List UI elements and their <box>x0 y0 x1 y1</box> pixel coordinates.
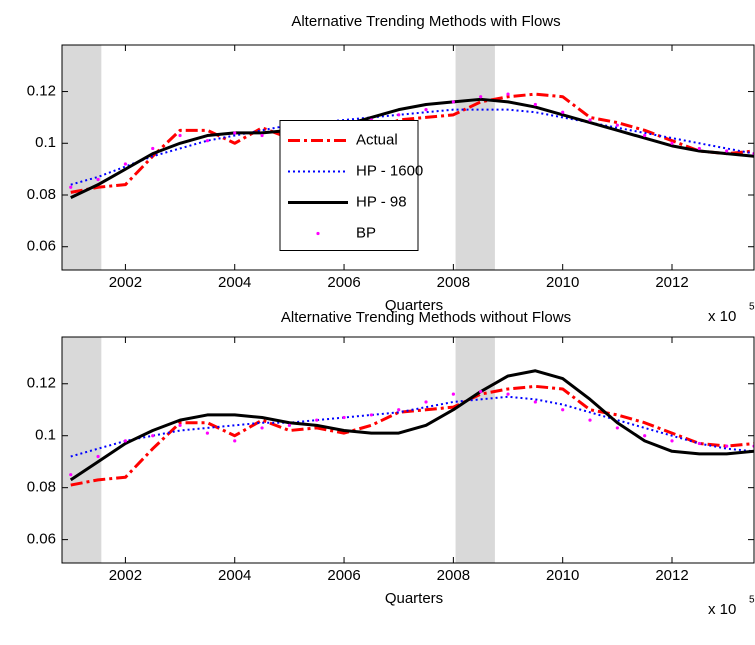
y-tick-label: 0.1 <box>35 134 56 151</box>
bp-point <box>260 426 264 430</box>
series-line <box>70 384 754 487</box>
bp-point <box>69 185 73 189</box>
bp-point <box>205 431 209 435</box>
subplot: 2002 2004 2006 2008 2010 2012 0.06 0.08 0.1 0.12 A… <box>27 309 755 618</box>
x-tick-label: 2004 <box>218 567 251 584</box>
bp-point <box>424 108 428 112</box>
x-tick-label: 2004 <box>218 274 251 291</box>
x-axis-label: Quarters <box>385 590 443 607</box>
bp-point <box>643 133 647 138</box>
x-exponent: 5 <box>749 302 755 313</box>
bp-point <box>342 415 346 420</box>
subplot: 2002 2004 2006 2008 2010 2012 0.06 0.08 0.1 0.12 A… <box>27 13 755 325</box>
bp-point <box>451 100 455 104</box>
bp-point <box>615 426 619 430</box>
chart-title: Alternative Trending Methods with Flows <box>291 13 560 30</box>
x-tick-label: 2006 <box>327 274 360 291</box>
x-multiplier: x 10 <box>708 308 736 325</box>
bp-point <box>233 439 237 443</box>
bp-point <box>96 454 100 459</box>
bp-point <box>533 102 537 107</box>
bp-point <box>151 146 155 151</box>
x-tick-label: 2008 <box>437 274 470 291</box>
shaded-band <box>455 45 495 270</box>
bp-point <box>451 392 455 396</box>
bp-point <box>178 133 182 138</box>
bp-point <box>123 439 128 443</box>
bp-point <box>588 418 592 422</box>
shaded-band <box>62 337 102 563</box>
plot-area <box>62 337 754 563</box>
bp-point <box>615 123 619 127</box>
bp-point <box>725 444 729 448</box>
legend-label: HP - 1600 <box>356 162 423 179</box>
bp-point <box>123 162 128 166</box>
bp-point <box>151 434 155 438</box>
bp-point <box>670 439 674 443</box>
series-line <box>70 108 754 186</box>
bp-point <box>643 434 647 438</box>
series-line <box>69 369 754 482</box>
bp-point <box>697 441 701 446</box>
x-tick-label: 2012 <box>655 567 688 584</box>
legend-marker <box>316 231 320 236</box>
y-tick-label: 0.1 <box>35 427 56 444</box>
y-tick-label: 0.08 <box>27 479 56 496</box>
bp-point <box>506 392 510 396</box>
series-line <box>70 97 754 199</box>
bp-point <box>506 92 510 96</box>
bp-point <box>397 408 401 412</box>
bp-point <box>479 389 483 394</box>
x-axis-label: Quarters <box>385 297 443 314</box>
axes-box <box>61 336 755 564</box>
bp-point <box>697 146 701 151</box>
bp-point <box>397 113 401 117</box>
bp-point <box>205 139 209 143</box>
y-tick-label: 0.12 <box>27 375 56 392</box>
bp-point <box>287 423 291 427</box>
bp-point <box>233 131 237 135</box>
series-line <box>70 395 754 458</box>
bp-point <box>315 418 319 422</box>
y-tick-label: 0.06 <box>27 531 56 548</box>
legend-box <box>279 120 419 251</box>
shaded-band <box>455 337 495 563</box>
x-tick-label: 2008 <box>437 567 470 584</box>
bp-point <box>561 110 565 114</box>
y-tick-label: 0.06 <box>27 238 56 255</box>
x-tick-label: 2010 <box>546 274 579 291</box>
plot-area <box>62 45 754 270</box>
x-multiplier: x 10 <box>708 601 736 618</box>
chart-title: Alternative Trending Methods without Flo… <box>281 309 571 326</box>
bp-point <box>424 400 428 404</box>
axes-box <box>61 44 755 271</box>
bp-point <box>369 413 373 417</box>
bp-point <box>725 149 729 153</box>
x-exponent: 5 <box>749 595 755 606</box>
shaded-band <box>62 45 102 270</box>
bp-point <box>561 408 565 412</box>
bp-point <box>178 423 182 427</box>
bp-point <box>260 133 264 138</box>
x-tick-label: 2012 <box>655 274 688 291</box>
x-tick-label: 2002 <box>109 567 142 584</box>
bp-point <box>588 118 592 122</box>
x-tick-label: 2010 <box>546 567 579 584</box>
legend-label: BP <box>356 224 376 241</box>
series-line <box>70 92 754 194</box>
bp-point <box>96 177 100 182</box>
y-tick-label: 0.12 <box>27 83 56 100</box>
legend-label: Actual <box>356 131 398 148</box>
x-tick-label: 2006 <box>327 567 360 584</box>
bp-point <box>533 400 537 404</box>
x-tick-label: 2002 <box>109 274 142 291</box>
legend-label: HP - 98 <box>356 193 407 210</box>
bp-point <box>670 141 674 145</box>
y-tick-label: 0.08 <box>27 186 56 203</box>
bp-point <box>69 473 73 477</box>
bp-point <box>479 95 483 99</box>
